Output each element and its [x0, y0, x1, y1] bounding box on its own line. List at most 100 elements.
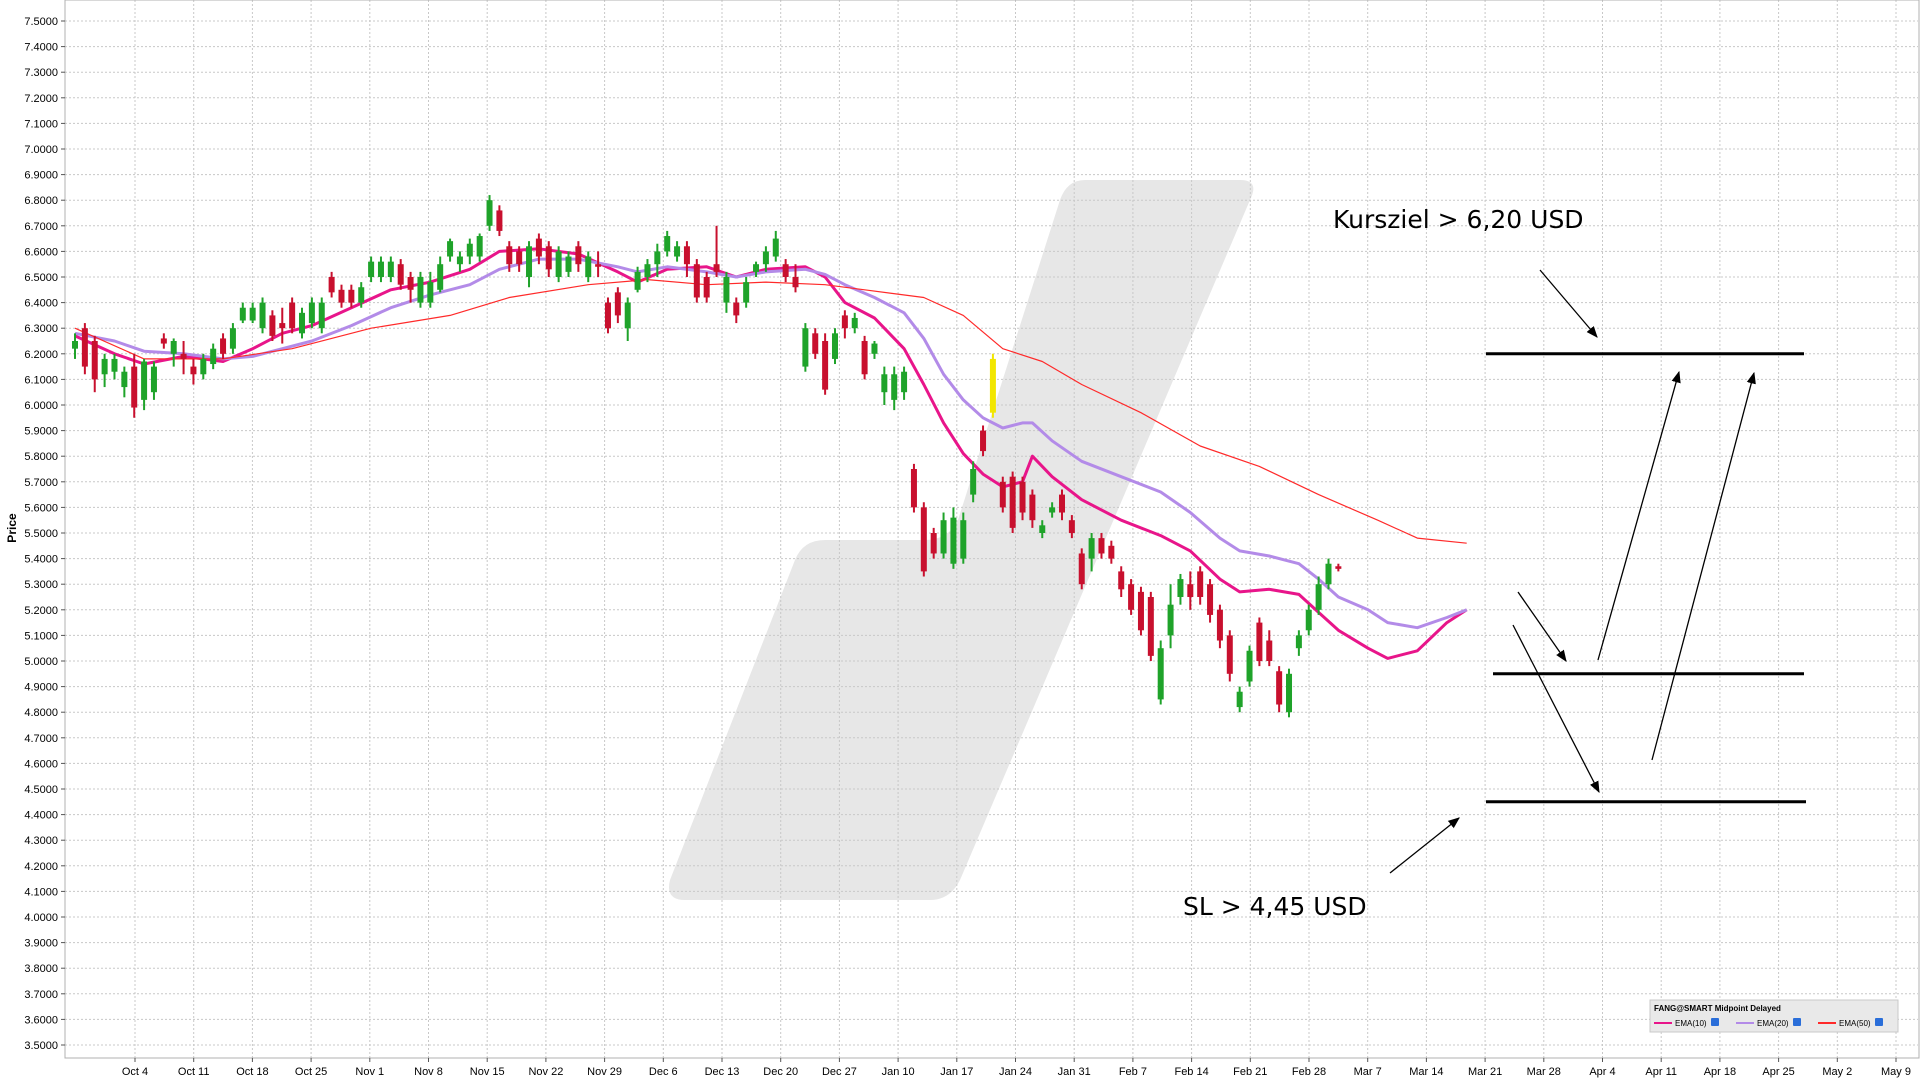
y-tick-label: 7.2000: [24, 93, 58, 105]
price-bar: [377, 256, 384, 283]
bar-body: [545, 246, 552, 270]
bar-body: [81, 328, 88, 367]
y-tick-label: 4.4000: [24, 810, 58, 822]
x-tick-label: Oct 11: [178, 1066, 210, 1078]
y-tick-label: 5.0000: [24, 656, 58, 668]
legend-entry-label: EMA(20): [1757, 1019, 1789, 1028]
bar-body: [772, 238, 779, 257]
price-bar: [348, 284, 355, 308]
price-bar: [417, 271, 424, 308]
y-tick-label: 4.9000: [24, 682, 58, 694]
bar-body: [1098, 538, 1105, 554]
y-tick-label: 6.5000: [24, 272, 58, 284]
price-bar: [279, 307, 286, 344]
price-bar: [1305, 604, 1312, 636]
price-bar: [91, 335, 98, 393]
price-bar: [950, 507, 957, 569]
price-bar: [1118, 566, 1125, 597]
price-bar: [753, 261, 760, 277]
bar-body: [881, 374, 888, 393]
bar-body: [249, 307, 256, 321]
price-bar: [1039, 520, 1046, 539]
price-bar: [486, 195, 493, 231]
price-bar: [101, 353, 108, 388]
legend-checkbox: [1793, 1018, 1801, 1026]
bar-body: [644, 264, 651, 277]
bar-body: [348, 289, 355, 303]
price-bar: [358, 282, 365, 308]
legend-checkbox: [1875, 1018, 1883, 1026]
price-bar: [989, 353, 996, 418]
bar-body: [289, 302, 296, 329]
price-bar: [881, 366, 888, 405]
price-bar: [141, 358, 148, 411]
bar-body: [762, 251, 769, 265]
bar-body: [1068, 520, 1075, 533]
bar-body: [200, 358, 207, 375]
legend-box: [1649, 999, 1899, 1033]
price-bar: [456, 251, 463, 272]
bar-body: [970, 469, 977, 495]
price-bar: [1078, 548, 1085, 590]
price-bar: [861, 335, 868, 380]
price-bar: [72, 333, 78, 359]
bar-body: [1276, 671, 1283, 705]
x-tick-label: Apr 11: [1645, 1066, 1677, 1078]
bar-body: [1325, 563, 1332, 585]
y-tick-label: 6.0000: [24, 400, 58, 412]
bar-body: [1147, 597, 1154, 656]
x-tick-label: Mar 28: [1527, 1066, 1561, 1078]
x-tick-label: Mar 21: [1468, 1066, 1502, 1078]
y-tick-label: 6.8000: [24, 195, 58, 207]
bar-body: [1286, 673, 1293, 713]
x-axis: Oct 4 Oct 11 Oct 18 Oct 25 Nov 1 Nov 8 Nov 15 N…: [122, 1058, 1911, 1078]
price-bar: [447, 238, 454, 262]
bar-body: [575, 246, 582, 265]
y-tick-label: 6.9000: [24, 170, 58, 182]
price-bar: [1236, 686, 1243, 713]
bar-body: [1177, 579, 1184, 597]
bar-body: [703, 277, 710, 298]
price-bar: [1246, 645, 1253, 687]
price-bar: [595, 251, 602, 277]
bar-body: [1118, 571, 1125, 590]
bar-body: [180, 353, 187, 359]
bar-body: [427, 282, 434, 303]
price-bar: [427, 271, 434, 308]
annotation-arrow: [1651, 371, 1756, 761]
bar-body: [674, 246, 681, 257]
price-bar: [308, 297, 315, 329]
price-bar: [920, 502, 927, 577]
price-bar: [1197, 566, 1204, 605]
bar-body: [950, 517, 957, 564]
price-bar: [624, 297, 631, 341]
annotation-arrow: [1539, 269, 1598, 338]
bar-body: [220, 338, 227, 354]
price-bar: [1266, 630, 1273, 667]
y-tick-label: 6.4000: [24, 298, 58, 310]
bar-body: [585, 256, 592, 277]
x-tick-label: Nov 22: [528, 1066, 563, 1078]
price-bar: [782, 259, 789, 283]
ema-line-2: [74, 257, 1468, 630]
bar-body: [210, 348, 217, 365]
price-bar: [160, 333, 167, 349]
y-tick-label: 4.1000: [24, 886, 58, 898]
bar-body: [1029, 494, 1036, 521]
price-bar: [1276, 666, 1283, 713]
bar-body: [496, 210, 503, 231]
price-bar: [200, 353, 207, 380]
price-bar: [259, 297, 266, 334]
bar-body: [279, 323, 286, 329]
legend[interactable]: FANG@SMART Midpoint Delayed EMA(10) EMA(2…: [1649, 999, 1899, 1033]
bar-body: [1128, 584, 1135, 610]
price-bar: [338, 284, 345, 308]
bar-body: [190, 366, 197, 375]
bar-body: [1108, 545, 1115, 559]
annotation-arrow: [1389, 817, 1460, 874]
bar-body: [634, 271, 641, 290]
x-tick-label: Nov 15: [470, 1066, 505, 1078]
bar-body: [891, 374, 898, 400]
price-bar: [723, 271, 730, 313]
